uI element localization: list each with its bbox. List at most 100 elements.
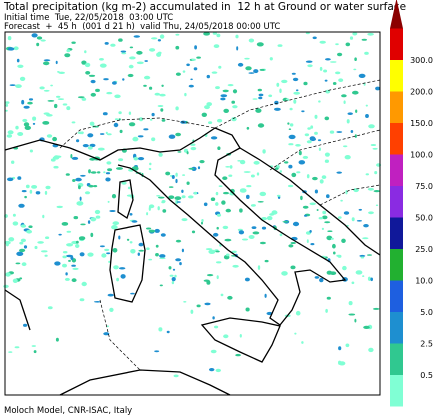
rain-speck xyxy=(175,178,178,184)
rain-speck xyxy=(191,230,196,234)
rain-speck xyxy=(191,58,196,61)
rain-speck xyxy=(71,121,76,124)
rain-speck xyxy=(43,59,51,62)
rain-speck xyxy=(338,360,342,365)
rain-speck xyxy=(236,46,239,51)
rain-speck xyxy=(204,302,211,306)
rain-speck xyxy=(57,71,60,73)
rain-speck xyxy=(116,167,123,170)
rain-speck xyxy=(90,79,96,84)
rain-speck xyxy=(206,280,211,285)
rain-speck xyxy=(146,247,150,250)
rain-speck xyxy=(50,84,53,87)
rain-speck xyxy=(279,170,282,173)
rain-speck xyxy=(325,89,331,94)
rain-speck xyxy=(370,277,374,282)
rain-speck xyxy=(44,254,48,257)
rain-speck xyxy=(298,160,306,165)
rain-speck xyxy=(106,325,109,328)
rain-speck xyxy=(136,50,143,55)
rain-speck xyxy=(97,171,101,174)
rain-speck xyxy=(310,125,314,129)
rain-speck xyxy=(6,134,13,138)
rain-speck xyxy=(181,195,186,199)
rain-speck xyxy=(206,74,210,79)
rain-speck xyxy=(99,245,105,248)
rain-speck xyxy=(149,48,156,52)
rain-speck xyxy=(18,203,25,208)
rain-speck xyxy=(312,176,318,181)
rain-speck xyxy=(7,47,15,51)
rain-speck xyxy=(206,274,214,277)
border xyxy=(214,79,381,129)
rain-speck xyxy=(7,130,14,135)
rain-speck xyxy=(258,93,264,97)
rain-speck xyxy=(257,201,264,203)
rain-speck xyxy=(209,368,215,372)
rain-speck xyxy=(105,131,108,135)
rain-speck xyxy=(358,208,362,211)
rain-speck xyxy=(79,196,82,201)
rain-speck xyxy=(128,111,132,115)
rain-speck xyxy=(251,226,257,230)
rain-speck xyxy=(66,49,71,53)
colorbar-label: 75.0 xyxy=(415,182,433,191)
rain-speck xyxy=(112,81,117,85)
rain-speck xyxy=(12,221,19,226)
rain-speck xyxy=(244,57,250,60)
rain-speck xyxy=(148,258,153,261)
rain-speck xyxy=(127,73,134,78)
rain-speck xyxy=(222,176,228,180)
rain-speck xyxy=(346,119,350,124)
rain-speck xyxy=(231,250,237,253)
rain-speck xyxy=(12,213,16,217)
rain-speck xyxy=(72,267,79,270)
rain-speck xyxy=(204,105,210,110)
rain-speck xyxy=(15,84,22,88)
rain-speck xyxy=(133,35,140,38)
rain-speck xyxy=(244,277,250,282)
rain-speck xyxy=(246,185,252,188)
rain-speck xyxy=(245,307,250,312)
rain-speck xyxy=(112,248,118,253)
rain-speck xyxy=(221,200,226,205)
rain-speck xyxy=(303,81,308,86)
rain-speck xyxy=(288,134,296,140)
rain-speck xyxy=(139,117,143,122)
rain-speck xyxy=(306,174,310,179)
rain-speck xyxy=(165,171,171,176)
rain-speck xyxy=(281,79,288,84)
rain-speck xyxy=(289,123,294,127)
rain-speck xyxy=(217,214,220,217)
rain-speck xyxy=(375,204,379,207)
rain-speck xyxy=(222,89,229,93)
rain-speck xyxy=(342,265,347,271)
rain-speck xyxy=(90,217,97,222)
rain-speck xyxy=(186,151,189,155)
rain-speck xyxy=(107,293,114,297)
rain-speck xyxy=(306,140,312,144)
rain-speck xyxy=(322,210,327,215)
rain-speck xyxy=(279,233,283,237)
rain-speck xyxy=(284,161,289,164)
rain-speck xyxy=(355,270,363,275)
rain-speck xyxy=(21,190,27,193)
rain-speck xyxy=(268,94,273,98)
rain-speck xyxy=(54,261,61,266)
rain-speck xyxy=(21,262,27,267)
rain-speck xyxy=(143,84,147,87)
rain-speck xyxy=(318,217,324,220)
rain-speck xyxy=(148,206,151,211)
rain-speck xyxy=(87,220,91,224)
rain-speck xyxy=(365,173,369,176)
rain-speck xyxy=(81,60,87,65)
rain-speck xyxy=(335,43,339,46)
rain-speck xyxy=(235,353,241,357)
rain-speck xyxy=(76,240,79,244)
rain-speck xyxy=(312,36,317,40)
rain-speck xyxy=(250,204,256,207)
rain-speck xyxy=(159,254,166,258)
rain-speck xyxy=(293,91,301,95)
rain-speck xyxy=(169,174,173,177)
